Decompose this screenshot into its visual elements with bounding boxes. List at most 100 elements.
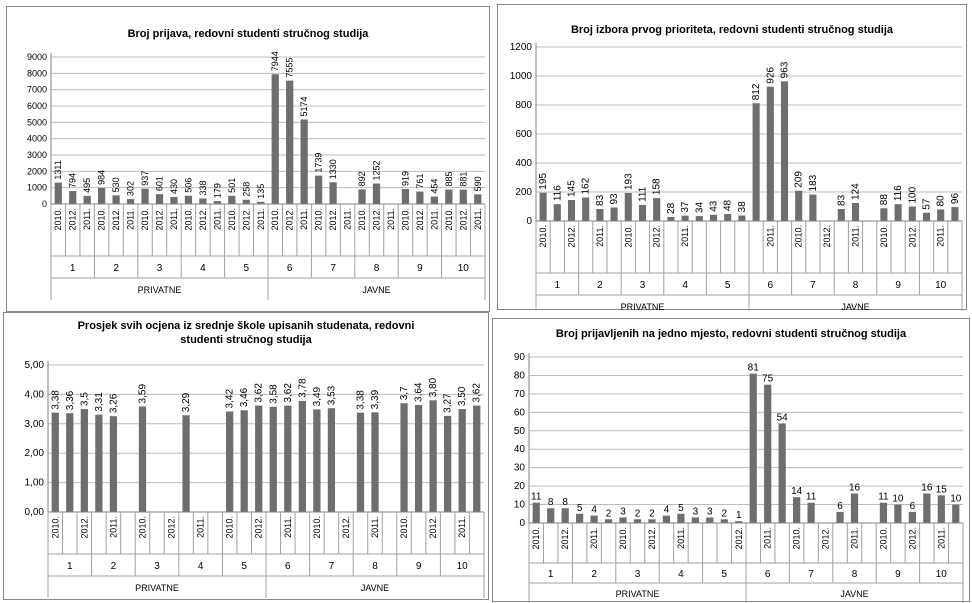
data-label: 75 (762, 374, 774, 385)
data-label: 3,62 (254, 383, 265, 403)
y-tick-label: 80 (514, 370, 526, 381)
year-label: 2011. (936, 225, 946, 247)
year-label: 2011. (343, 208, 353, 230)
chart-svg: 0102030405060708090118 85 4 2 3 2 2 4 5 3 3 2 181755… (493, 319, 971, 603)
year-label: 2012. (567, 225, 577, 248)
year-label: 2010. (538, 225, 548, 248)
group-label: 1 (555, 280, 561, 291)
data-label: 601 (155, 176, 165, 191)
bar (112, 195, 119, 204)
data-label: 3,62 (283, 383, 294, 403)
data-label: 6 (910, 501, 916, 512)
bar (852, 203, 859, 221)
year-label: 2012. (372, 208, 382, 231)
bar (724, 214, 731, 221)
data-label: 100 (907, 186, 918, 203)
data-label: 1739 (314, 153, 324, 173)
year-label: 2010. (314, 208, 324, 231)
group-label: 6 (285, 561, 291, 572)
data-label: 54 (777, 412, 789, 423)
group-label: 7 (810, 280, 816, 291)
year-label: 2011. (256, 208, 266, 230)
y-tick-label: 3000 (27, 150, 47, 160)
data-label: 3,59 (137, 384, 148, 404)
bar (894, 505, 901, 523)
y-tick-label: 10 (514, 500, 526, 511)
group-label: 5 (241, 561, 247, 572)
year-label: 2012. (647, 527, 657, 550)
data-label: 48 (723, 199, 734, 211)
bar (634, 519, 641, 523)
y-tick-label: 2,00 (25, 448, 45, 459)
year-label: 2012. (415, 208, 425, 231)
year-label: 2010. (618, 527, 628, 550)
bar (540, 193, 547, 221)
data-label: 83 (836, 194, 847, 206)
bar (750, 374, 757, 523)
group-label: 8 (852, 569, 858, 580)
y-tick-label: 4,00 (25, 389, 45, 400)
y-tick-label: 4000 (27, 134, 47, 144)
data-label: 10 (950, 494, 962, 505)
group-label: 4 (682, 280, 688, 291)
data-label: 8 (548, 497, 554, 508)
data-label: 195 (538, 173, 549, 190)
bar (767, 87, 774, 221)
group-label: 10 (458, 263, 470, 274)
data-label: 454 (429, 179, 439, 194)
bar (895, 204, 902, 221)
year-label: 2010. (399, 516, 409, 539)
bar (400, 403, 407, 512)
data-label: 3,50 (457, 386, 468, 406)
data-label: 3,29 (181, 392, 192, 412)
year-label: 2012. (285, 208, 295, 231)
bar (653, 198, 660, 221)
data-label: 183 (808, 174, 819, 191)
bar (141, 189, 148, 204)
year-label: 2012. (821, 527, 831, 550)
bar (373, 184, 380, 204)
data-label: 2 (722, 508, 728, 519)
bar (625, 193, 632, 221)
bar (880, 503, 887, 523)
year-label: 2011. (108, 516, 118, 538)
data-label: 506 (183, 178, 193, 193)
bar (576, 514, 583, 523)
data-label: 43 (709, 200, 720, 212)
data-label: 2 (606, 508, 612, 519)
data-label: 2 (649, 508, 655, 519)
year-label: 2011. (196, 516, 206, 538)
year-label: 2012. (652, 225, 662, 248)
data-label: 3,49 (312, 386, 323, 406)
data-label: 7944 (270, 51, 280, 71)
data-label: 794 (68, 173, 78, 188)
group-label: 5 (244, 263, 250, 274)
bar (66, 413, 73, 512)
sector-label: JAVNE (361, 583, 389, 593)
data-label: 3,36 (65, 390, 76, 410)
chart-panel-first-priority: Broj izbora prvog prioriteta, redovni st… (497, 4, 967, 310)
year-label: 2012. (560, 527, 570, 550)
group-label: 6 (765, 569, 771, 580)
bar (605, 519, 612, 523)
y-tick-label: 5000 (27, 117, 47, 127)
bar (445, 190, 452, 204)
data-label: 963 (780, 61, 791, 78)
bar (547, 508, 554, 523)
group-label: 9 (895, 280, 901, 291)
bar (228, 196, 235, 204)
y-tick-label: 0 (526, 216, 532, 227)
year-label: 2010. (878, 527, 888, 550)
bar (590, 516, 597, 523)
data-label: 8 (562, 497, 568, 508)
data-label: 302 (126, 181, 136, 196)
group-label: 7 (329, 561, 335, 572)
bar (474, 194, 481, 204)
y-tick-label: 400 (515, 158, 532, 169)
data-label: 34 (694, 202, 705, 214)
bar (619, 517, 626, 523)
bar (358, 189, 365, 204)
bar (170, 197, 177, 204)
data-label: 937 (140, 171, 150, 186)
bar (127, 199, 134, 204)
